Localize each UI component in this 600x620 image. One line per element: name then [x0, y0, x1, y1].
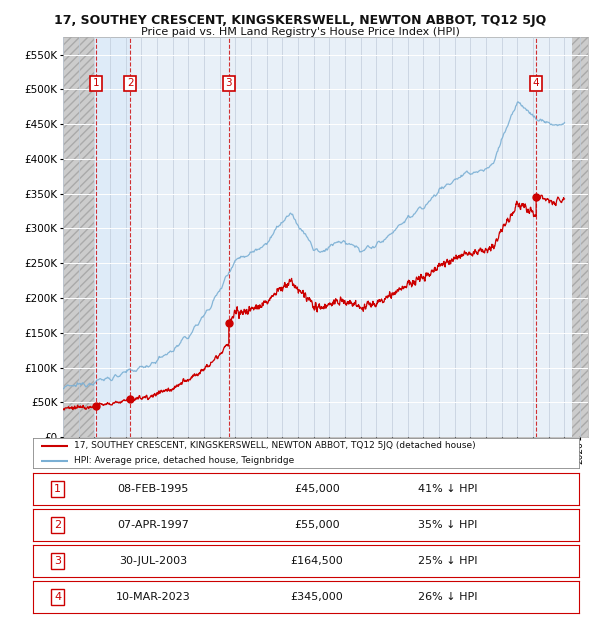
Text: 08-FEB-1995: 08-FEB-1995: [118, 484, 189, 494]
Text: 3: 3: [226, 78, 232, 88]
Text: 35% ↓ HPI: 35% ↓ HPI: [418, 520, 478, 530]
Text: 1: 1: [54, 484, 61, 494]
Text: £345,000: £345,000: [290, 592, 343, 602]
Text: 2: 2: [127, 78, 133, 88]
Text: 25% ↓ HPI: 25% ↓ HPI: [418, 556, 478, 566]
Text: 26% ↓ HPI: 26% ↓ HPI: [418, 592, 478, 602]
Text: 41% ↓ HPI: 41% ↓ HPI: [418, 484, 478, 494]
Text: 2: 2: [54, 520, 61, 530]
Text: 4: 4: [54, 592, 61, 602]
Text: 17, SOUTHEY CRESCENT, KINGSKERSWELL, NEWTON ABBOT, TQ12 5JQ: 17, SOUTHEY CRESCENT, KINGSKERSWELL, NEW…: [54, 14, 546, 27]
Text: 3: 3: [54, 556, 61, 566]
Text: 1: 1: [92, 78, 99, 88]
Text: 10-MAR-2023: 10-MAR-2023: [116, 592, 190, 602]
Text: 17, SOUTHEY CRESCENT, KINGSKERSWELL, NEWTON ABBOT, TQ12 5JQ (detached house): 17, SOUTHEY CRESCENT, KINGSKERSWELL, NEW…: [74, 441, 476, 450]
Text: £55,000: £55,000: [294, 520, 340, 530]
Text: £164,500: £164,500: [290, 556, 343, 566]
Bar: [63, 37, 94, 437]
Text: 07-APR-1997: 07-APR-1997: [117, 520, 189, 530]
Text: Price paid vs. HM Land Registry's House Price Index (HPI): Price paid vs. HM Land Registry's House …: [140, 27, 460, 37]
Text: £45,000: £45,000: [294, 484, 340, 494]
Bar: [572, 37, 588, 437]
Bar: [96, 37, 130, 437]
Text: 4: 4: [533, 78, 539, 88]
Text: HPI: Average price, detached house, Teignbridge: HPI: Average price, detached house, Teig…: [74, 456, 294, 465]
Text: 30-JUL-2003: 30-JUL-2003: [119, 556, 187, 566]
